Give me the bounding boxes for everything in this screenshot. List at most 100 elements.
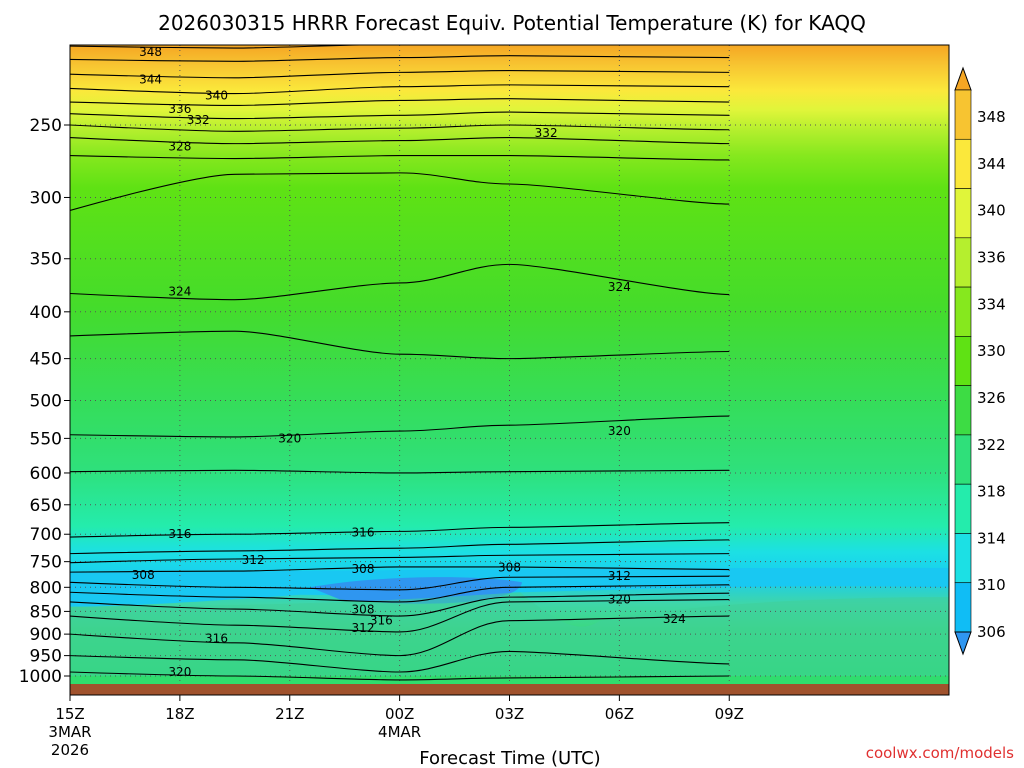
contour-label: 320 bbox=[608, 424, 631, 438]
colorbar-top-arrow bbox=[954, 66, 972, 91]
contour-label: 320 bbox=[608, 593, 631, 607]
contour-line bbox=[70, 330, 730, 360]
ground-surface bbox=[70, 684, 949, 695]
contour-line bbox=[70, 124, 730, 132]
y-tick-label: 400 bbox=[30, 303, 62, 323]
credit-text: coolwx.com/models bbox=[866, 744, 1014, 762]
contour-line bbox=[70, 98, 730, 106]
contour-line bbox=[70, 592, 730, 617]
colorbar-label: 318 bbox=[977, 483, 1006, 501]
colorbar-label: 314 bbox=[977, 529, 1006, 547]
colorbar-label: 330 bbox=[977, 342, 1006, 360]
contour-label: 336 bbox=[168, 102, 191, 116]
y-tick-label: 650 bbox=[30, 496, 62, 516]
contour-label: 324 bbox=[168, 284, 191, 298]
contour-label: 332 bbox=[535, 126, 558, 140]
contour-label: 324 bbox=[608, 280, 631, 294]
contour-line bbox=[70, 415, 730, 438]
contour-line bbox=[70, 584, 730, 603]
x-tick-label: 15Z bbox=[55, 705, 84, 723]
chart-title: 2026030315 HRRR Forecast Equiv. Potentia… bbox=[158, 11, 866, 35]
contour-label: 344 bbox=[139, 73, 162, 87]
plot-area bbox=[70, 45, 949, 695]
contour-label: 316 bbox=[205, 632, 228, 646]
contour-line bbox=[70, 45, 378, 49]
y-tick-label: 750 bbox=[30, 553, 62, 573]
contour-label: 312 bbox=[608, 569, 631, 583]
contour-lines bbox=[70, 45, 730, 681]
contour-line bbox=[70, 566, 730, 573]
colorbar-segment bbox=[954, 89, 972, 140]
contour-line bbox=[70, 55, 730, 62]
y-tick-label: 250 bbox=[30, 116, 62, 136]
contour-label: 316 bbox=[168, 527, 191, 541]
x-tick-label: 00Z bbox=[385, 705, 414, 723]
y-tick-label: 900 bbox=[30, 625, 62, 645]
contour-label: 312 bbox=[352, 621, 375, 635]
colorbar-segment bbox=[954, 138, 972, 189]
contour-label: 348 bbox=[139, 45, 162, 59]
contour-label: 316 bbox=[352, 526, 375, 540]
y-tick-label: 950 bbox=[30, 647, 62, 667]
y-tick-label: 800 bbox=[30, 578, 62, 598]
x-tick-date: 3MAR bbox=[48, 723, 91, 741]
contour-line bbox=[70, 615, 730, 657]
colorbar-label: 344 bbox=[977, 155, 1006, 173]
y-tick-label: 300 bbox=[30, 188, 62, 208]
contour-label: 328 bbox=[168, 140, 191, 154]
contour-label: 320 bbox=[168, 665, 191, 679]
contour-line bbox=[70, 650, 730, 673]
contour-label: 324 bbox=[663, 612, 686, 626]
contour-line bbox=[70, 598, 730, 633]
y-axis-ticks: 250 300 350 400 450 500 550 600 650 700 750 800 850 9… bbox=[19, 116, 70, 687]
colorbar-bottom-arrow bbox=[954, 631, 972, 656]
contour-line bbox=[70, 155, 730, 161]
x-tick-label: 03Z bbox=[495, 705, 524, 723]
colorbar-label: 336 bbox=[977, 249, 1006, 267]
contour-line bbox=[70, 539, 730, 555]
colorbar-segment bbox=[954, 582, 972, 633]
colorbar-label: 348 bbox=[977, 108, 1006, 126]
contour-line bbox=[70, 111, 730, 120]
contour-label: 308 bbox=[352, 603, 375, 617]
y-tick-label: 450 bbox=[30, 350, 62, 370]
contour-line bbox=[70, 136, 730, 145]
contour-line bbox=[70, 522, 730, 538]
y-tick-label: 500 bbox=[30, 392, 62, 412]
contour-line bbox=[70, 553, 730, 564]
contour-line bbox=[70, 84, 730, 95]
colorbar-segment bbox=[954, 434, 972, 485]
contour-label: 316 bbox=[370, 614, 393, 628]
y-tick-label: 550 bbox=[30, 429, 62, 449]
contour-line bbox=[70, 469, 730, 474]
colorbar-label: 340 bbox=[977, 202, 1006, 220]
contour-line bbox=[70, 172, 730, 212]
x-tick-label: 09Z bbox=[715, 705, 744, 723]
colorbar-segment bbox=[954, 336, 972, 386]
colorbar-label: 326 bbox=[977, 389, 1006, 407]
y-tick-label: 350 bbox=[30, 250, 62, 270]
contour-line bbox=[70, 671, 730, 681]
colorbar-segment bbox=[954, 237, 972, 288]
y-tick-label: 1000 bbox=[19, 667, 62, 687]
colorbar-segment bbox=[954, 188, 972, 239]
x-tick-year: 2026 bbox=[51, 741, 89, 759]
contour-line bbox=[70, 575, 730, 591]
y-tick-label: 850 bbox=[30, 602, 62, 622]
contour-label: 308 bbox=[352, 562, 375, 576]
x-tick-label: 18Z bbox=[165, 705, 194, 723]
y-tick-label: 700 bbox=[30, 525, 62, 545]
contour-label: 308 bbox=[498, 560, 521, 574]
colorbar-segment bbox=[954, 483, 972, 534]
colorbar-segment bbox=[954, 286, 972, 337]
y-tick-label: 600 bbox=[30, 464, 62, 484]
contour-label: 332 bbox=[187, 113, 210, 127]
colorbar-label: 310 bbox=[977, 576, 1006, 594]
x-tick-label: 06Z bbox=[605, 705, 634, 723]
x-tick-label: 21Z bbox=[275, 705, 304, 723]
contour-label: 320 bbox=[278, 431, 301, 445]
colorbar-label: 334 bbox=[977, 295, 1006, 313]
